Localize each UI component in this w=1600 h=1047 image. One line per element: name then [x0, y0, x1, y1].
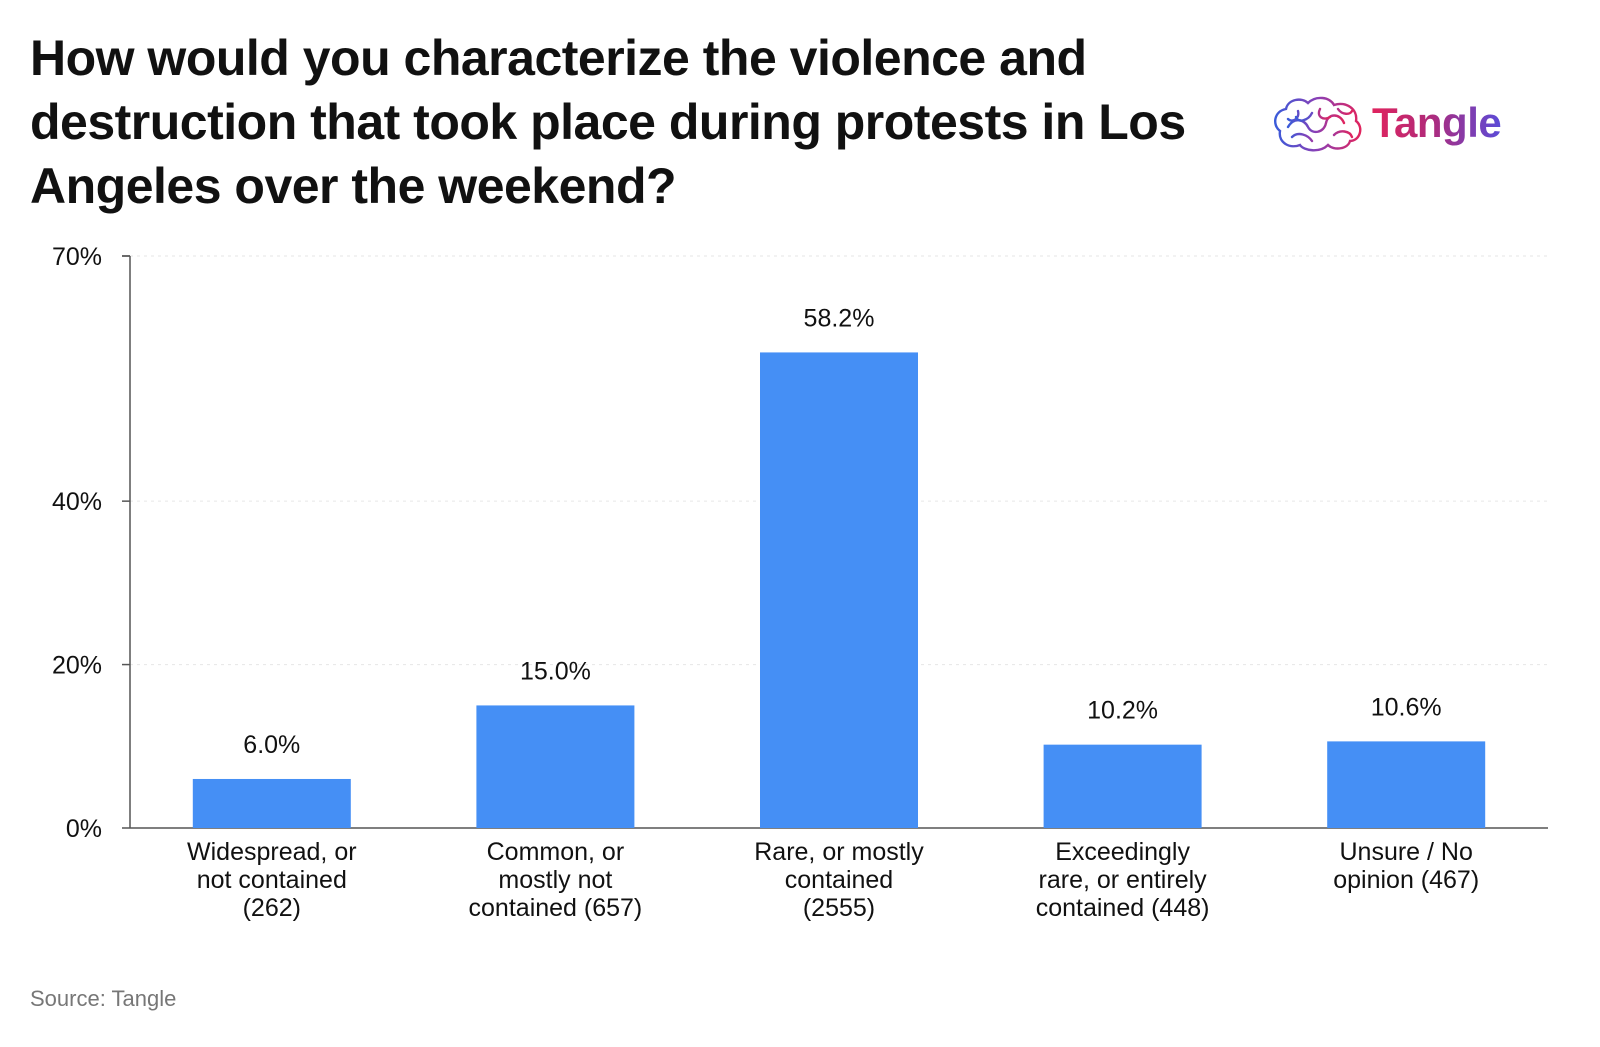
x-tick-label: (2555)	[803, 894, 875, 922]
x-tick-label: rare, or entirely	[1039, 866, 1208, 894]
brand-name: Tangle	[1372, 99, 1502, 146]
chart-title: How would you characterize the violence …	[30, 30, 1186, 214]
data-label: 6.0%	[243, 731, 300, 759]
data-label: 10.2%	[1087, 697, 1158, 725]
bar	[192, 778, 351, 828]
x-tick-label: contained	[785, 866, 893, 894]
data-label: 10.6%	[1371, 693, 1442, 721]
y-tick-label: 20%	[52, 652, 102, 680]
bar	[1043, 744, 1202, 828]
x-tick-label: mostly not	[498, 866, 612, 894]
bar	[760, 352, 918, 828]
bar	[1327, 741, 1486, 828]
source-note: Source: Tangle	[30, 986, 177, 1011]
x-tick-label: Unsure / No	[1340, 838, 1473, 866]
x-tick-label: not contained	[197, 866, 347, 894]
x-tick-label: (262)	[243, 894, 301, 922]
x-tick-label: opinion (467)	[1333, 866, 1479, 894]
y-tick-label: 70%	[52, 243, 102, 271]
y-tick-label: 40%	[52, 488, 102, 516]
bar	[476, 705, 635, 828]
data-label: 58.2%	[804, 304, 875, 332]
x-tick-label: Rare, or mostly	[754, 838, 924, 866]
brand-logo: Tangle	[1268, 88, 1518, 158]
y-tick-label: 0%	[66, 815, 102, 843]
x-tick-label: Exceedingly	[1055, 838, 1190, 866]
x-tick-label: Widespread, or	[187, 838, 357, 866]
x-tick-label: contained (448)	[1036, 894, 1210, 922]
brain-logo-icon	[1274, 96, 1362, 152]
data-label: 15.0%	[520, 657, 591, 685]
x-tick-label: contained (657)	[469, 894, 643, 922]
x-tick-label: Common, or	[487, 838, 625, 866]
